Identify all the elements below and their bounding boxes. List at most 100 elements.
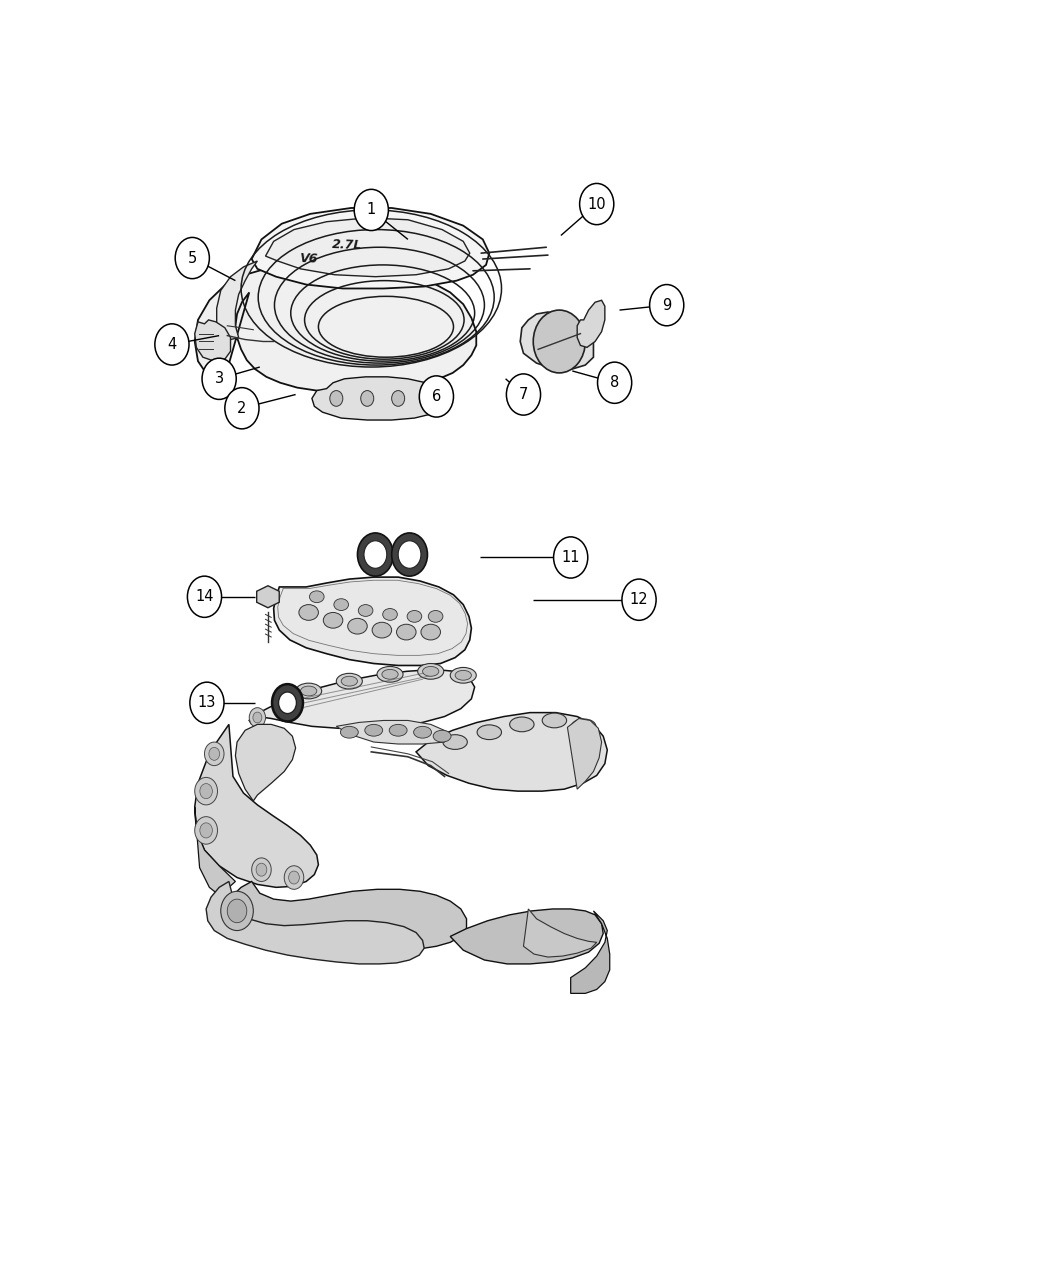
- Polygon shape: [274, 578, 471, 666]
- Text: 1: 1: [366, 203, 376, 218]
- Ellipse shape: [421, 625, 441, 640]
- Circle shape: [650, 284, 684, 326]
- Ellipse shape: [382, 669, 398, 680]
- Circle shape: [249, 708, 266, 727]
- Text: 12: 12: [630, 592, 648, 607]
- Ellipse shape: [418, 663, 444, 680]
- Polygon shape: [194, 724, 318, 887]
- Ellipse shape: [390, 724, 407, 736]
- Ellipse shape: [571, 719, 596, 733]
- Circle shape: [200, 784, 212, 798]
- Polygon shape: [194, 263, 477, 391]
- Ellipse shape: [455, 671, 471, 680]
- Circle shape: [200, 822, 212, 838]
- Polygon shape: [252, 208, 489, 288]
- Circle shape: [202, 358, 236, 399]
- Ellipse shape: [443, 734, 467, 750]
- Text: 2: 2: [237, 400, 247, 416]
- Circle shape: [357, 533, 394, 576]
- Text: 11: 11: [562, 550, 580, 565]
- Polygon shape: [416, 713, 607, 790]
- Ellipse shape: [348, 618, 368, 634]
- Text: 14: 14: [195, 589, 214, 604]
- Circle shape: [392, 390, 404, 407]
- Polygon shape: [524, 909, 596, 958]
- Circle shape: [364, 541, 386, 569]
- Circle shape: [205, 742, 224, 765]
- Circle shape: [419, 390, 433, 407]
- Text: 10: 10: [587, 196, 606, 212]
- Ellipse shape: [397, 625, 416, 640]
- Polygon shape: [256, 585, 279, 608]
- Circle shape: [272, 685, 303, 722]
- Circle shape: [419, 376, 454, 417]
- Ellipse shape: [414, 727, 432, 738]
- Ellipse shape: [341, 676, 357, 686]
- Polygon shape: [520, 312, 593, 368]
- Ellipse shape: [542, 713, 567, 728]
- Text: 4: 4: [167, 337, 176, 352]
- Circle shape: [175, 237, 209, 279]
- Circle shape: [533, 310, 585, 372]
- Circle shape: [256, 863, 267, 876]
- Circle shape: [506, 374, 541, 416]
- Circle shape: [278, 692, 296, 714]
- Circle shape: [225, 388, 259, 428]
- Ellipse shape: [422, 667, 439, 676]
- Polygon shape: [229, 881, 466, 950]
- Ellipse shape: [364, 724, 382, 736]
- Polygon shape: [312, 377, 444, 419]
- Circle shape: [354, 189, 388, 231]
- Polygon shape: [194, 807, 235, 895]
- Circle shape: [289, 871, 299, 884]
- Text: 8: 8: [610, 375, 620, 390]
- Polygon shape: [571, 910, 610, 993]
- Polygon shape: [266, 218, 469, 277]
- Circle shape: [194, 817, 217, 844]
- Polygon shape: [578, 301, 605, 347]
- Circle shape: [227, 899, 247, 923]
- Polygon shape: [567, 719, 602, 789]
- Circle shape: [580, 184, 614, 224]
- Circle shape: [553, 537, 588, 578]
- Circle shape: [187, 576, 222, 617]
- Polygon shape: [206, 881, 424, 964]
- Ellipse shape: [434, 731, 452, 742]
- Circle shape: [220, 891, 253, 931]
- Circle shape: [253, 713, 261, 723]
- Circle shape: [209, 747, 219, 760]
- Ellipse shape: [299, 604, 318, 621]
- Text: 9: 9: [663, 297, 671, 312]
- Circle shape: [398, 541, 421, 569]
- Circle shape: [330, 390, 343, 407]
- Circle shape: [622, 579, 656, 621]
- Ellipse shape: [336, 673, 362, 689]
- Text: 13: 13: [197, 695, 216, 710]
- Ellipse shape: [334, 599, 349, 611]
- Ellipse shape: [358, 604, 373, 616]
- Text: 3: 3: [214, 371, 224, 386]
- Ellipse shape: [477, 725, 502, 739]
- Polygon shape: [235, 724, 296, 801]
- Ellipse shape: [428, 611, 443, 622]
- Ellipse shape: [450, 667, 477, 683]
- Polygon shape: [249, 669, 475, 728]
- Polygon shape: [336, 720, 448, 745]
- Ellipse shape: [372, 622, 392, 638]
- Circle shape: [252, 858, 271, 881]
- Circle shape: [392, 533, 427, 576]
- Text: V6: V6: [299, 252, 318, 266]
- Circle shape: [597, 362, 632, 403]
- Text: 6: 6: [432, 389, 441, 404]
- Text: 2.7L: 2.7L: [332, 238, 362, 252]
- Circle shape: [190, 682, 224, 723]
- Ellipse shape: [296, 683, 321, 699]
- Polygon shape: [450, 909, 603, 964]
- Circle shape: [285, 866, 303, 890]
- Ellipse shape: [509, 717, 534, 732]
- Ellipse shape: [382, 608, 397, 621]
- Circle shape: [361, 390, 374, 407]
- Text: 5: 5: [188, 251, 197, 265]
- Circle shape: [194, 778, 217, 805]
- Circle shape: [154, 324, 189, 365]
